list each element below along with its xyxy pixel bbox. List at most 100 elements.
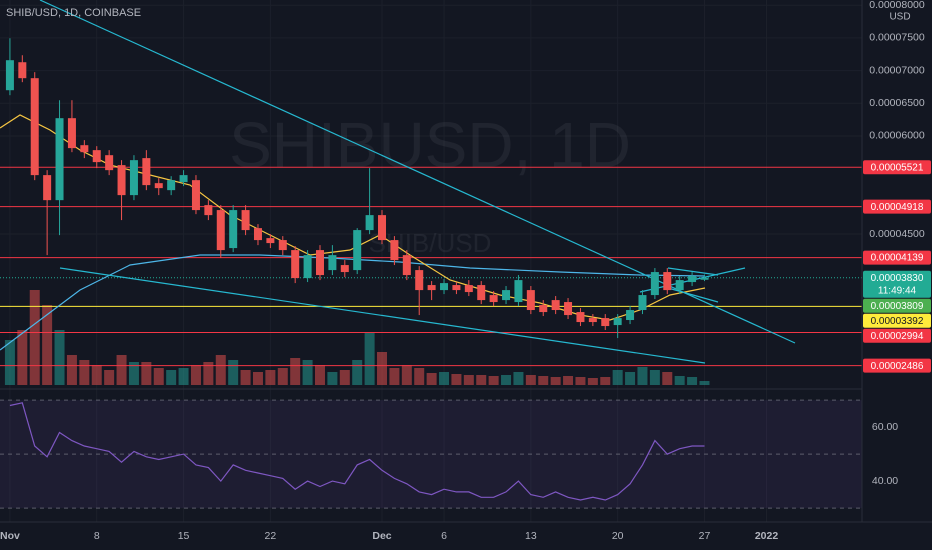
volume-bar — [352, 360, 363, 385]
volume-bar — [439, 372, 450, 385]
volume-bar — [414, 368, 425, 385]
volume-bar — [215, 355, 226, 385]
y-tick-label: 0.00007500 — [869, 32, 925, 44]
candle-body — [626, 310, 635, 321]
x-tick-label: 15 — [178, 530, 190, 542]
y-tick-label: 0.00008000 — [869, 0, 925, 11]
volume-bar — [290, 358, 301, 385]
candle-body — [105, 155, 114, 171]
candle-body — [303, 255, 312, 279]
volume-bar — [42, 305, 53, 385]
x-tick-label: Nov — [0, 530, 20, 542]
candle-body — [700, 277, 709, 280]
volume-bar — [575, 377, 586, 385]
volume-bar — [178, 368, 189, 385]
price-label: 0.00002994 — [871, 331, 924, 342]
volume-bar — [649, 370, 660, 385]
volume-bar — [79, 360, 90, 385]
x-tick-label: 20 — [612, 530, 624, 542]
volume-bar — [116, 355, 127, 385]
candle-body — [638, 295, 647, 311]
volume-bar — [203, 362, 214, 385]
rsi-tick-label: 60.00 — [872, 421, 898, 433]
rsi-line — [9, 402, 705, 501]
y-tick-label: 0.00007000 — [869, 64, 925, 76]
volume-bar — [277, 368, 288, 385]
candle-body — [5, 60, 14, 91]
volume-bar — [377, 352, 388, 385]
price-label-box — [863, 199, 931, 214]
volume-bar — [476, 375, 487, 385]
candle-body — [117, 165, 126, 196]
candle-body — [564, 302, 573, 316]
y-tick-label: 0.00006000 — [869, 130, 925, 142]
candle-body — [315, 250, 324, 276]
candle-body — [427, 285, 436, 291]
candle-body — [229, 210, 238, 249]
candle-body — [365, 215, 374, 231]
volume-bar — [104, 370, 115, 385]
candle-body — [266, 238, 275, 244]
volume-bar — [66, 355, 77, 385]
price-label: 0.00004139 — [871, 253, 924, 264]
candle-body — [253, 228, 262, 241]
volume-bar — [364, 333, 375, 385]
price-label-box — [863, 313, 931, 328]
price-label-box — [863, 160, 931, 175]
candle-body — [92, 150, 101, 163]
price-label-box — [863, 328, 931, 343]
candles — [5, 38, 709, 339]
volume-bar — [488, 376, 499, 385]
candle-body — [191, 180, 200, 211]
volume-layer — [4, 290, 710, 385]
volume-bar — [240, 370, 251, 385]
volume-bar — [600, 377, 611, 385]
candle-body — [601, 318, 610, 327]
volume-bar — [141, 362, 152, 385]
candle-body — [576, 312, 585, 323]
y-tick-label: 0.00006500 — [869, 97, 925, 109]
x-tick-label: 2022 — [755, 530, 779, 542]
volume-bar — [637, 367, 648, 385]
volume-bar — [389, 368, 400, 385]
candle-body — [154, 183, 163, 189]
candle-body — [80, 145, 89, 153]
volume-bar — [538, 376, 549, 385]
volume-bar — [513, 372, 524, 385]
candle-body — [167, 180, 176, 191]
volume-bar — [674, 376, 685, 385]
volume-bar — [128, 362, 139, 385]
candle-body — [204, 205, 213, 216]
x-tick-label: 27 — [699, 530, 711, 542]
price-labels: 0.00005521 0.00004918 0.00004139 0.00003830… — [863, 160, 931, 373]
candle-body — [551, 300, 560, 311]
y-tick-label: 0.00004500 — [869, 228, 925, 240]
candle-body — [514, 280, 523, 303]
ma-short — [0, 114, 706, 321]
candle-body — [378, 215, 387, 241]
candle-body — [142, 158, 151, 186]
rsi-pane — [0, 399, 862, 509]
price-label: 0.00003809 — [871, 301, 924, 312]
candle-body — [477, 285, 486, 301]
candle-body — [291, 250, 300, 279]
price-label-box — [863, 358, 931, 373]
x-tick-label: 8 — [94, 530, 100, 542]
volume-bar — [314, 365, 325, 385]
candle-body — [328, 255, 337, 271]
volume-bar — [587, 378, 598, 385]
watermark: SHIBUSD, 1D — [229, 109, 631, 181]
volume-bar — [401, 365, 412, 385]
candle-body — [278, 240, 287, 251]
axes: 0.00008000 0.00007500 0.00007000 0.00006500… — [0, 0, 925, 542]
candle-body — [30, 78, 39, 176]
candle-body — [675, 280, 684, 291]
candle-body — [415, 270, 424, 291]
volume-bar — [699, 381, 710, 385]
watermark-sub: SHIB/USD — [369, 228, 492, 258]
price-label: 0.00003392 — [871, 316, 924, 327]
volume-bar — [153, 368, 164, 385]
volume-bar — [327, 372, 338, 385]
volume-bar — [4, 340, 15, 385]
